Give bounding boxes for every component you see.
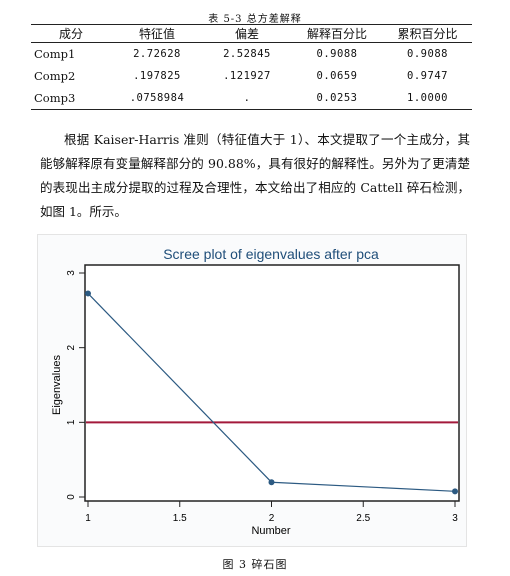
table-cell: 2.52845 xyxy=(223,48,271,60)
table-cell: 0.0253 xyxy=(291,87,383,110)
table-cell: 0.9747 xyxy=(407,70,448,82)
table-cell: . xyxy=(203,87,291,110)
data-point xyxy=(85,290,91,297)
y-tick-label: 3 xyxy=(66,270,77,276)
data-point xyxy=(452,488,458,495)
chart-title: Scree plot of eigenvalues after pca xyxy=(163,246,379,262)
header-cumulative-pct: 累积百分比 xyxy=(383,24,472,43)
table-caption: 表 5-3 总方差解释 xyxy=(208,14,302,25)
table-cell: 0.9088 xyxy=(407,48,448,60)
x-tick-label: 1 xyxy=(85,513,91,524)
x-tick-label: 2.5 xyxy=(356,513,370,524)
y-axis-label: Eigenvalues xyxy=(51,355,63,415)
plot-area xyxy=(84,264,460,502)
figure-caption: 图 3 碎石图 xyxy=(222,558,288,571)
x-tick-label: 3 xyxy=(452,513,458,524)
variance-table: 成分 特征值 偏差 解释百分比 累积百分比 Comp1 2.72628 2.52… xyxy=(31,24,472,110)
table-row: Comp2 .197825 .121927 0.0659 0.9747 xyxy=(31,65,472,87)
x-axis-label: Number xyxy=(251,525,290,537)
x-tick-label: 1.5 xyxy=(173,513,187,524)
table-cell: 2.72628 xyxy=(133,48,181,60)
table-cell: Comp2 xyxy=(34,69,76,83)
table-cell: 1.0000 xyxy=(383,87,472,110)
table-cell: Comp1 xyxy=(34,47,76,61)
body-paragraph: 根据 Kaiser-Harris 准则（特征值大于 1）、本文提取了一个主成分，… xyxy=(40,132,470,219)
y-tick-label: 0 xyxy=(66,494,77,500)
table-row: Comp1 2.72628 2.52845 0.9088 0.9088 xyxy=(31,43,472,66)
table-cell: 0.9088 xyxy=(316,48,358,60)
header-eigenvalue: 特征值 xyxy=(111,24,203,43)
table-cell: .121927 xyxy=(223,70,271,82)
header-difference: 偏差 xyxy=(203,24,291,43)
y-tick-label: 2 xyxy=(66,344,77,350)
table-cell: Comp3 xyxy=(31,87,111,110)
header-explained-pct: 解释百分比 xyxy=(291,24,383,43)
data-point xyxy=(268,479,275,486)
header-component: 成分 xyxy=(31,24,111,43)
table-cell: 0.0659 xyxy=(316,70,358,82)
table-row: Comp3 .0758984 . 0.0253 1.0000 xyxy=(31,87,472,110)
scree-plot-figure: Scree plot of eigenvalues after pca Numb… xyxy=(37,234,467,547)
table-cell: .197825 xyxy=(133,70,181,82)
y-tick-label: 1 xyxy=(66,419,77,425)
scree-plot-chart: Scree plot of eigenvalues after pca Numb… xyxy=(51,246,460,537)
x-tick-label: 2 xyxy=(269,513,275,524)
table-cell: .0758984 xyxy=(111,87,203,110)
